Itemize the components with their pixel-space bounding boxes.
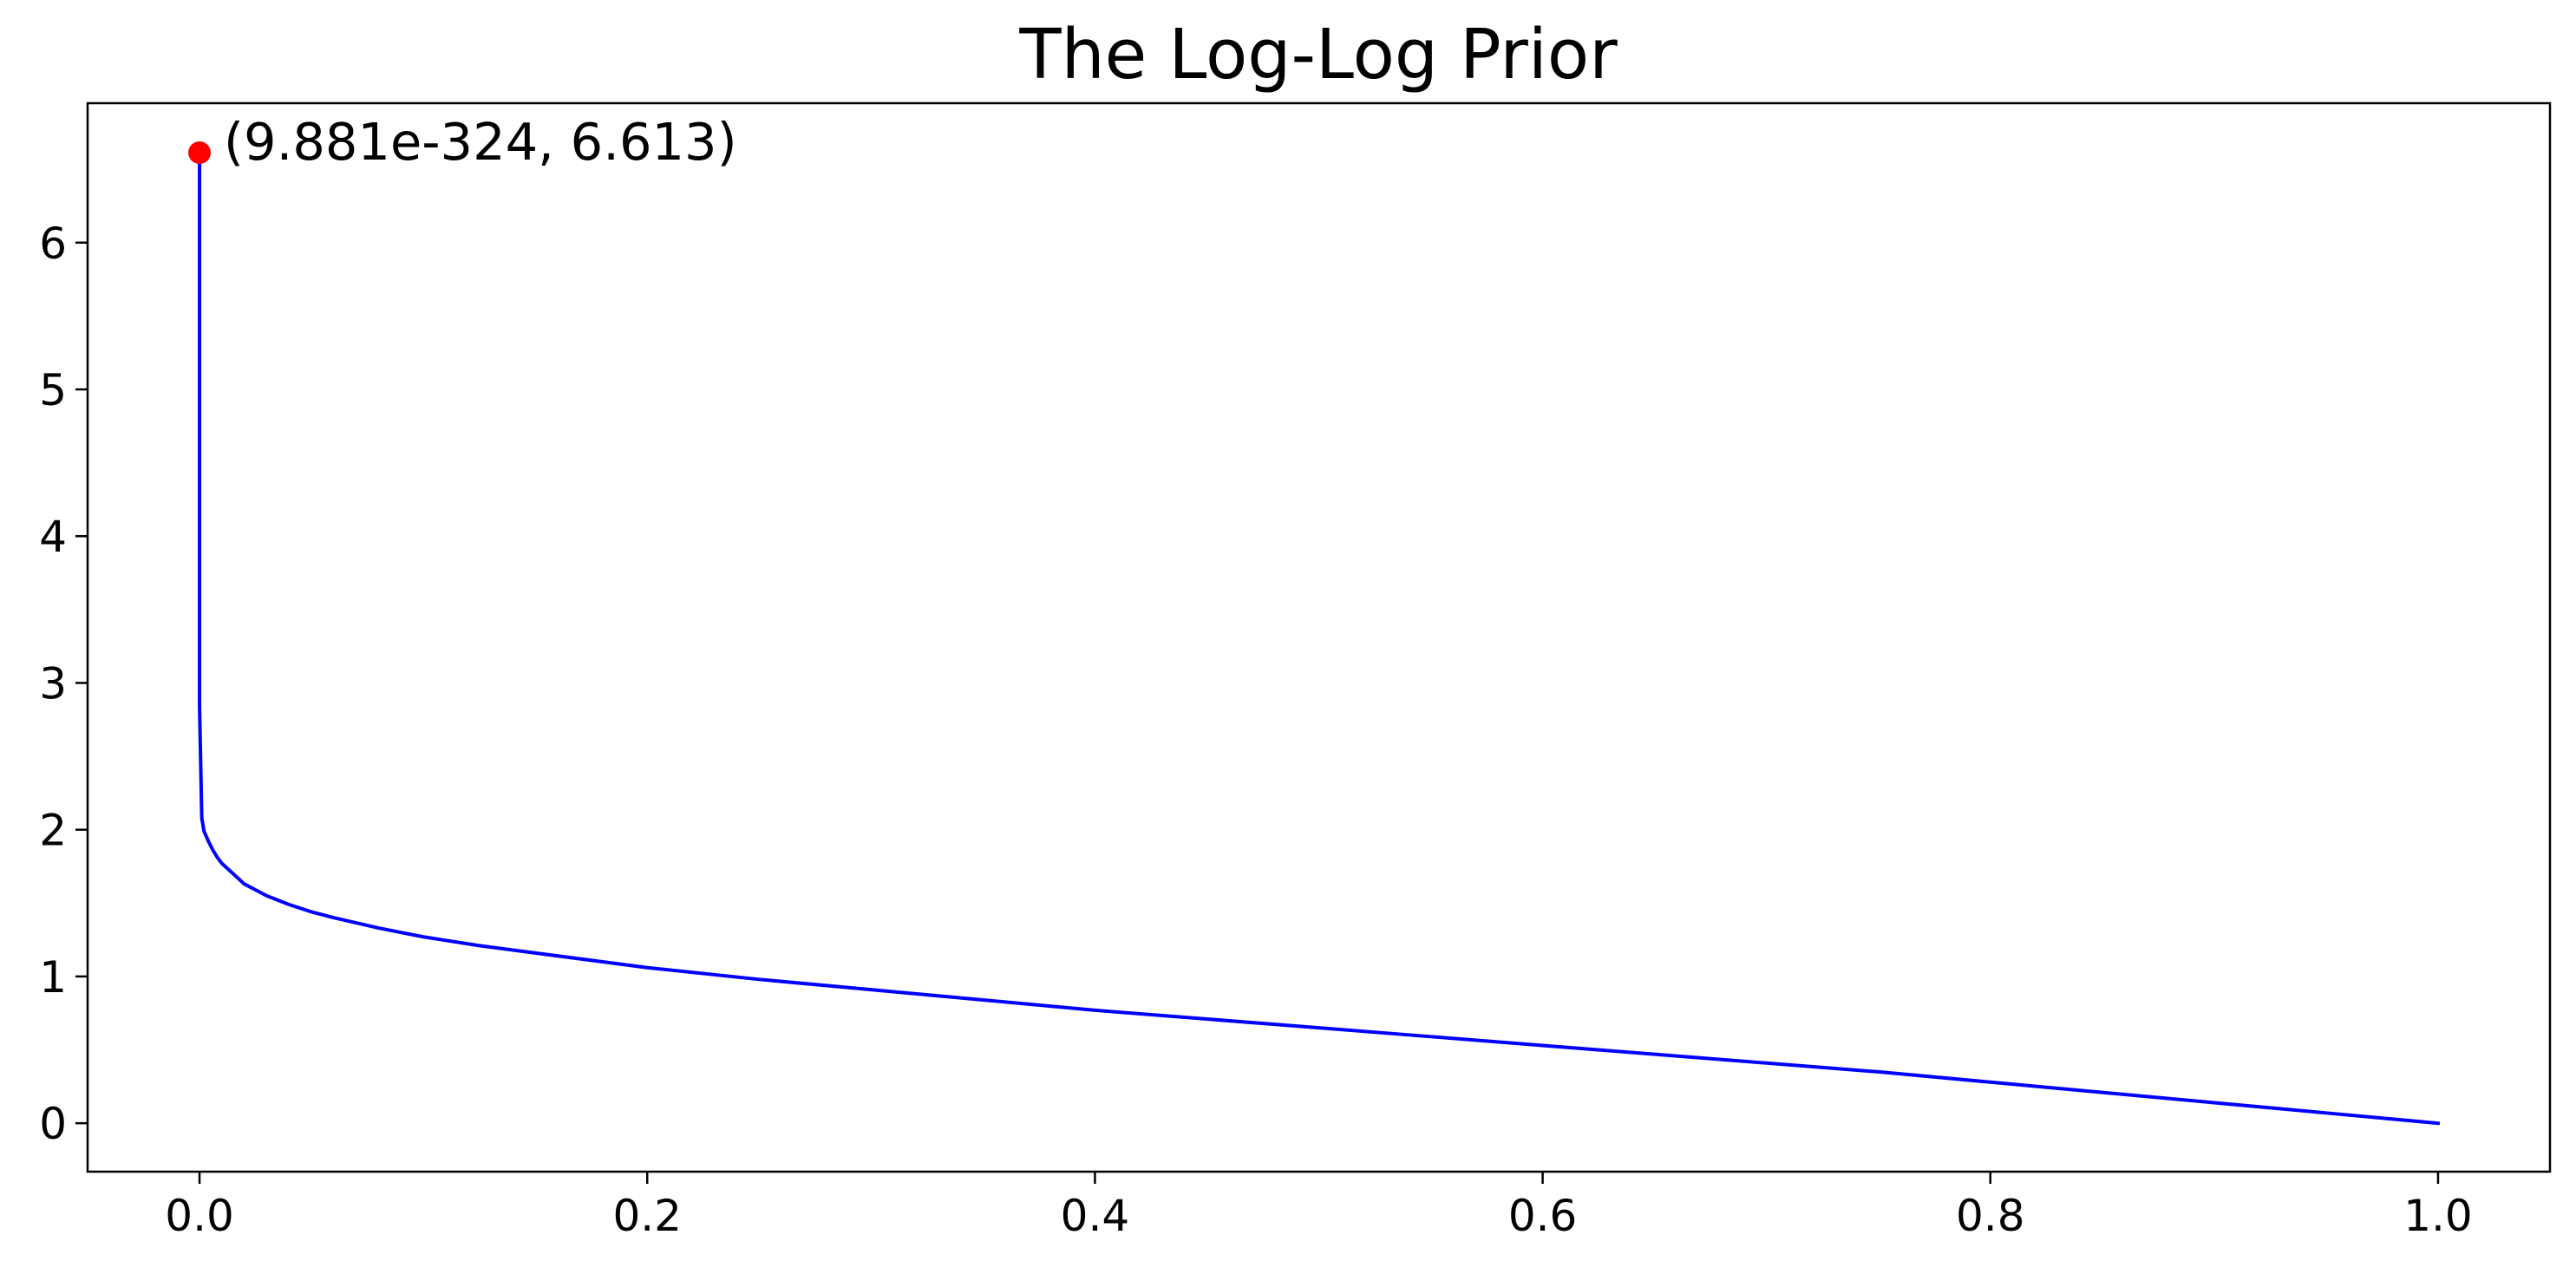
axes-frame <box>86 101 2552 1173</box>
x-tick-label: 0.0 <box>165 1191 234 1241</box>
y-tick-label: 6 <box>39 219 67 269</box>
y-tick-label: 0 <box>39 1099 67 1149</box>
x-tick-label: 0.8 <box>1956 1191 2025 1241</box>
x-tick-label: 0.6 <box>1508 1191 1578 1241</box>
x-tick-label: 0.2 <box>612 1191 682 1241</box>
y-tick-label: 3 <box>39 658 67 709</box>
x-tick-label: 1.0 <box>2403 1191 2473 1241</box>
point-annotation: (9.881e-324, 6.613) <box>224 112 737 172</box>
highlight-point <box>188 141 212 165</box>
y-tick-label: 1 <box>39 952 67 1003</box>
y-tick-label: 4 <box>39 512 67 562</box>
x-axis: 0.0 0.2 0.4 0.6 0.8 1.0 <box>165 1172 2473 1241</box>
plot-area <box>188 141 2441 1126</box>
y-axis: 0 1 2 3 4 5 6 <box>39 219 88 1149</box>
y-tick-label: 5 <box>39 365 67 415</box>
y-tick-label: 2 <box>39 806 67 856</box>
series-line-0 <box>198 151 2441 1126</box>
chart-title: The Log-Log Prior <box>1018 15 1618 95</box>
x-tick-label: 0.4 <box>1061 1191 1130 1241</box>
